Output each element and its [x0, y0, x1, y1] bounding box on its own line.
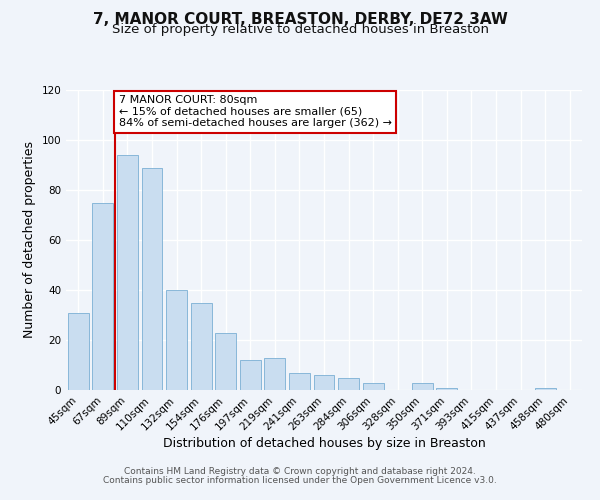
- Bar: [142, 168, 163, 390]
- Bar: [191, 302, 212, 390]
- Bar: [289, 372, 310, 390]
- Bar: [436, 388, 457, 390]
- Text: Size of property relative to detached houses in Breaston: Size of property relative to detached ho…: [112, 22, 488, 36]
- Text: Contains HM Land Registry data © Crown copyright and database right 2024.: Contains HM Land Registry data © Crown c…: [124, 467, 476, 476]
- Bar: [338, 378, 359, 390]
- Bar: [265, 358, 286, 390]
- Text: Contains public sector information licensed under the Open Government Licence v3: Contains public sector information licen…: [103, 476, 497, 485]
- Y-axis label: Number of detached properties: Number of detached properties: [23, 142, 36, 338]
- Bar: [412, 382, 433, 390]
- Bar: [215, 332, 236, 390]
- Bar: [362, 382, 383, 390]
- Text: 7, MANOR COURT, BREASTON, DERBY, DE72 3AW: 7, MANOR COURT, BREASTON, DERBY, DE72 3A…: [92, 12, 508, 28]
- Bar: [117, 155, 138, 390]
- Bar: [68, 312, 89, 390]
- X-axis label: Distribution of detached houses by size in Breaston: Distribution of detached houses by size …: [163, 438, 485, 450]
- Bar: [535, 388, 556, 390]
- Bar: [240, 360, 261, 390]
- Bar: [92, 202, 113, 390]
- Bar: [166, 290, 187, 390]
- Text: 7 MANOR COURT: 80sqm
← 15% of detached houses are smaller (65)
84% of semi-detac: 7 MANOR COURT: 80sqm ← 15% of detached h…: [119, 95, 392, 128]
- Bar: [314, 375, 334, 390]
